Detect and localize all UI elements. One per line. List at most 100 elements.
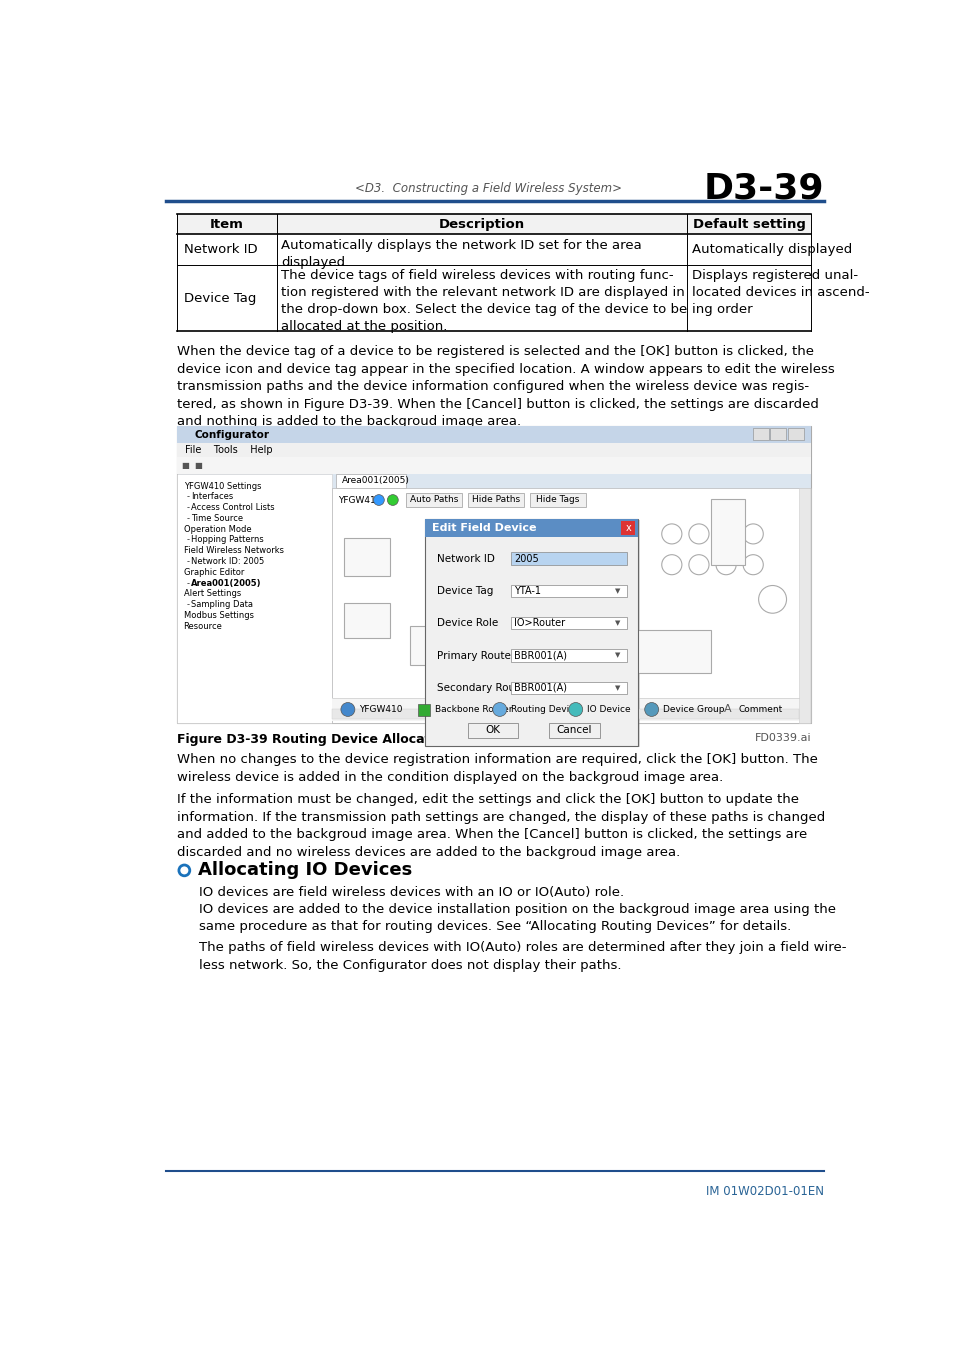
Text: Area001(2005): Area001(2005) bbox=[192, 579, 261, 587]
Bar bbox=[549, 722, 599, 738]
Text: BBR001(A): BBR001(A) bbox=[514, 683, 567, 693]
Bar bbox=[624, 630, 710, 672]
Text: Graphic Editor: Graphic Editor bbox=[183, 568, 244, 576]
Text: Device Tag: Device Tag bbox=[183, 292, 255, 305]
Text: ▼: ▼ bbox=[615, 684, 619, 691]
Text: Area001(2005): Area001(2005) bbox=[341, 477, 409, 485]
Text: -: - bbox=[187, 579, 193, 587]
Text: OK: OK bbox=[485, 725, 499, 736]
Bar bbox=[177, 427, 810, 443]
Text: Network ID: Network ID bbox=[183, 243, 257, 256]
Bar bbox=[510, 552, 626, 564]
Text: Secondary Router: Secondary Router bbox=[436, 683, 530, 693]
Bar bbox=[510, 682, 626, 694]
Text: x: x bbox=[625, 522, 631, 533]
Text: -: - bbox=[187, 504, 193, 512]
Text: -: - bbox=[187, 536, 193, 544]
Text: IM 01W02D01-01EN: IM 01W02D01-01EN bbox=[706, 1184, 823, 1197]
Bar bbox=[468, 722, 517, 738]
Circle shape bbox=[373, 494, 384, 505]
Text: ■: ■ bbox=[181, 460, 189, 470]
Circle shape bbox=[387, 494, 397, 505]
Bar bbox=[332, 710, 798, 718]
Text: <D3.  Constructing a Field Wireless System>: <D3. Constructing a Field Wireless Syste… bbox=[355, 182, 621, 196]
Bar bbox=[344, 537, 390, 576]
Text: IO>Router: IO>Router bbox=[514, 618, 565, 628]
Text: D3-39: D3-39 bbox=[703, 171, 823, 207]
Bar bbox=[427, 520, 639, 747]
Text: YTA-1: YTA-1 bbox=[514, 586, 541, 595]
Text: YFGW410 Settings: YFGW410 Settings bbox=[183, 482, 261, 490]
Text: ■: ■ bbox=[194, 460, 202, 470]
Text: Access Control Lists: Access Control Lists bbox=[192, 504, 274, 512]
Circle shape bbox=[568, 702, 582, 717]
Bar bbox=[344, 603, 390, 637]
Text: Device Group: Device Group bbox=[661, 705, 723, 714]
Circle shape bbox=[644, 702, 658, 717]
Text: Backbone Router: Backbone Router bbox=[435, 705, 512, 714]
Bar bbox=[335, 474, 406, 487]
Bar bbox=[332, 487, 810, 722]
Text: Resource: Resource bbox=[183, 622, 222, 630]
Text: Sampling Data: Sampling Data bbox=[192, 601, 253, 609]
Text: BBR001(A): BBR001(A) bbox=[514, 651, 567, 660]
Bar bbox=[769, 428, 785, 440]
Bar bbox=[177, 215, 810, 235]
Bar bbox=[468, 493, 523, 508]
Text: -: - bbox=[187, 601, 193, 609]
Text: Comment: Comment bbox=[738, 705, 781, 714]
Text: Automatically displayed: Automatically displayed bbox=[691, 243, 851, 256]
Text: Time Source: Time Source bbox=[192, 514, 243, 522]
Text: FD0339.ai: FD0339.ai bbox=[754, 733, 810, 744]
Text: Hide Tags: Hide Tags bbox=[536, 494, 579, 504]
Text: ▼: ▼ bbox=[615, 620, 619, 626]
Text: The paths of field wireless devices with IO(Auto) roles are determined after the: The paths of field wireless devices with… bbox=[199, 941, 845, 972]
Text: Automatically displays the network ID set for the area
displayed.: Automatically displays the network ID se… bbox=[281, 239, 641, 269]
Bar bbox=[177, 474, 332, 722]
Bar bbox=[452, 717, 511, 722]
Text: IO devices are added to the device installation position on the backgroud image : IO devices are added to the device insta… bbox=[199, 903, 835, 933]
Bar bbox=[510, 585, 626, 597]
Circle shape bbox=[340, 702, 355, 717]
Bar bbox=[710, 500, 744, 564]
Text: Network ID: Network ID bbox=[436, 554, 495, 563]
Bar bbox=[406, 493, 461, 508]
Bar bbox=[425, 518, 638, 537]
Text: Network ID: 2005: Network ID: 2005 bbox=[192, 558, 264, 566]
Text: Alert Settings: Alert Settings bbox=[183, 590, 240, 598]
Text: Auto Paths: Auto Paths bbox=[409, 494, 457, 504]
Bar bbox=[798, 487, 809, 722]
Text: When no changes to the device registration information are required, click the [: When no changes to the device registrati… bbox=[177, 753, 818, 784]
Text: Interfaces: Interfaces bbox=[192, 493, 233, 501]
Text: A: A bbox=[723, 705, 731, 714]
Bar bbox=[177, 427, 810, 722]
Text: Cancel: Cancel bbox=[556, 725, 591, 736]
Text: 2005: 2005 bbox=[514, 554, 538, 563]
Text: Displays registered unal-
located devices in ascend-
ing order: Displays registered unal- located device… bbox=[691, 269, 869, 316]
Text: Allocating IO Devices: Allocating IO Devices bbox=[197, 861, 412, 879]
Text: The device tags of field wireless devices with routing func-
tion registered wit: The device tags of field wireless device… bbox=[281, 269, 687, 333]
Text: Device Role: Device Role bbox=[436, 618, 497, 628]
Bar bbox=[530, 493, 585, 508]
Text: IO Device: IO Device bbox=[586, 705, 630, 714]
Text: Device Tag: Device Tag bbox=[436, 586, 493, 595]
Text: -: - bbox=[187, 493, 193, 501]
Bar bbox=[177, 443, 810, 456]
Text: IO devices are field wireless devices with an IO or IO(Auto) role.: IO devices are field wireless devices wi… bbox=[199, 886, 623, 899]
Text: Hide Paths: Hide Paths bbox=[472, 494, 519, 504]
Text: Hopping Patterns: Hopping Patterns bbox=[192, 536, 264, 544]
Text: Modbus Settings: Modbus Settings bbox=[183, 612, 253, 620]
Text: YFGW410: YFGW410 bbox=[338, 495, 381, 505]
Bar bbox=[787, 428, 802, 440]
Text: Default setting: Default setting bbox=[692, 217, 805, 231]
Text: File    Tools    Help: File Tools Help bbox=[185, 446, 273, 455]
Text: ▼: ▼ bbox=[615, 652, 619, 659]
Text: Configurator: Configurator bbox=[194, 429, 269, 440]
Bar bbox=[332, 698, 798, 721]
Text: Figure D3-39 Routing Device Allocation: Figure D3-39 Routing Device Allocation bbox=[177, 733, 452, 747]
Text: Primary Router: Primary Router bbox=[436, 651, 515, 660]
Text: Description: Description bbox=[438, 217, 524, 231]
Text: Routing Device: Routing Device bbox=[510, 705, 578, 714]
Bar bbox=[410, 626, 472, 664]
Circle shape bbox=[493, 702, 506, 717]
